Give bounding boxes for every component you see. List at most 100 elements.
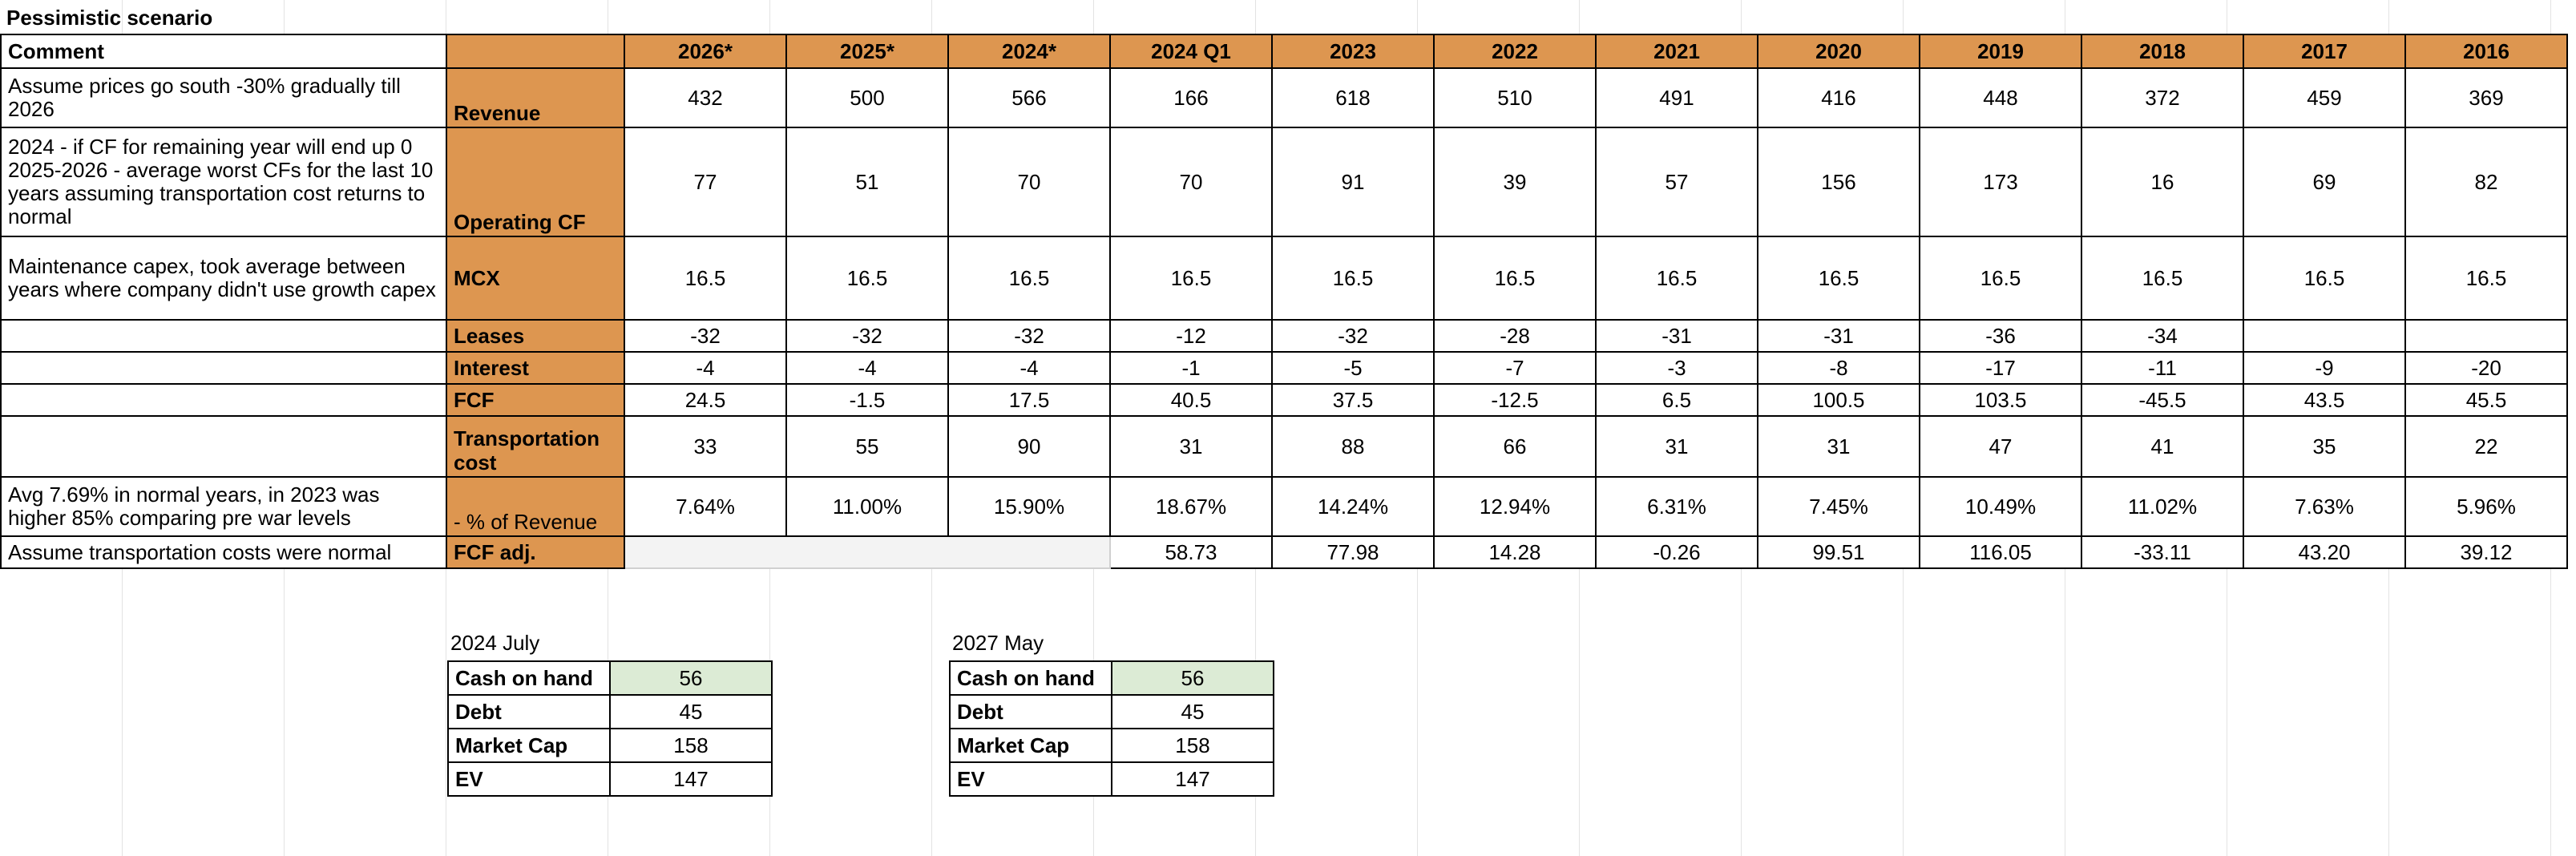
comment-cell[interactable]: Avg 7.69% in normal years, in 2023 was h… bbox=[0, 476, 447, 537]
summary-label[interactable]: Debt bbox=[949, 694, 1112, 729]
value-cell[interactable]: -4 bbox=[785, 351, 949, 385]
comment-cell[interactable] bbox=[0, 415, 447, 478]
value-cell[interactable]: -4 bbox=[624, 351, 787, 385]
value-cell[interactable]: 566 bbox=[947, 67, 1111, 128]
value-cell[interactable]: 448 bbox=[1919, 67, 2082, 128]
row-label[interactable]: Interest bbox=[446, 351, 625, 385]
row-label[interactable]: MCX bbox=[446, 236, 625, 321]
year-header[interactable]: 2024 Q1 bbox=[1109, 34, 1273, 69]
value-cell[interactable]: -3 bbox=[1595, 351, 1758, 385]
value-cell[interactable]: 82 bbox=[2404, 127, 2568, 237]
value-cell[interactable]: -1.5 bbox=[785, 383, 949, 417]
value-cell[interactable]: -31 bbox=[1757, 319, 1920, 353]
value-cell[interactable]: 16.5 bbox=[1595, 236, 1758, 321]
year-header[interactable]: 2023 bbox=[1271, 34, 1435, 69]
value-cell[interactable]: 16.5 bbox=[1109, 236, 1273, 321]
value-cell[interactable]: 500 bbox=[785, 67, 949, 128]
value-cell[interactable]: 7.64% bbox=[624, 476, 787, 537]
comment-header[interactable]: Comment bbox=[0, 34, 447, 69]
row-label[interactable]: FCF adj. bbox=[446, 535, 625, 569]
summary-label[interactable]: Market Cap bbox=[447, 728, 611, 763]
value-cell[interactable]: -5 bbox=[1271, 351, 1435, 385]
value-cell[interactable]: 156 bbox=[1757, 127, 1920, 237]
value-cell[interactable]: 31 bbox=[1595, 415, 1758, 478]
comment-cell[interactable]: 2024 - if CF for remaining year will end… bbox=[0, 127, 447, 237]
value-cell[interactable]: 77.98 bbox=[1271, 535, 1435, 569]
value-cell[interactable]: 459 bbox=[2243, 67, 2406, 128]
year-header[interactable]: 2016 bbox=[2404, 34, 2568, 69]
value-cell[interactable]: -11 bbox=[2081, 351, 2244, 385]
value-cell[interactable]: 22 bbox=[2404, 415, 2568, 478]
label-header-cell[interactable] bbox=[446, 34, 625, 69]
summary-label[interactable]: EV bbox=[447, 761, 611, 797]
year-header[interactable]: 2024* bbox=[947, 34, 1111, 69]
value-cell[interactable]: 11.02% bbox=[2081, 476, 2244, 537]
value-cell[interactable]: 369 bbox=[2404, 67, 2568, 128]
value-cell[interactable]: 33 bbox=[624, 415, 787, 478]
value-cell[interactable]: 7.45% bbox=[1757, 476, 1920, 537]
value-cell[interactable]: 15.90% bbox=[947, 476, 1111, 537]
value-cell[interactable]: 16.5 bbox=[2243, 236, 2406, 321]
comment-cell[interactable]: Maintenance capex, took average between … bbox=[0, 236, 447, 321]
value-cell[interactable]: 116.05 bbox=[1919, 535, 2082, 569]
value-cell[interactable]: 40.5 bbox=[1109, 383, 1273, 417]
value-cell[interactable]: 35 bbox=[2243, 415, 2406, 478]
value-cell[interactable]: 70 bbox=[947, 127, 1111, 237]
value-cell[interactable]: 55 bbox=[785, 415, 949, 478]
value-cell[interactable]: 17.5 bbox=[947, 383, 1111, 417]
value-cell[interactable]: 166 bbox=[1109, 67, 1273, 128]
value-cell[interactable]: -32 bbox=[947, 319, 1111, 353]
value-cell[interactable]: 88 bbox=[1271, 415, 1435, 478]
summary-value[interactable]: 45 bbox=[1111, 694, 1274, 729]
value-cell[interactable]: 24.5 bbox=[624, 383, 787, 417]
year-header[interactable]: 2026* bbox=[624, 34, 787, 69]
value-cell[interactable]: -17 bbox=[1919, 351, 2082, 385]
summary-label[interactable]: Cash on hand bbox=[949, 660, 1112, 696]
summary-value[interactable]: 56 bbox=[609, 660, 773, 696]
value-cell[interactable]: -0.26 bbox=[1595, 535, 1758, 569]
value-cell[interactable]: -8 bbox=[1757, 351, 1920, 385]
value-cell[interactable]: 18.67% bbox=[1109, 476, 1273, 537]
year-header[interactable]: 2021 bbox=[1595, 34, 1758, 69]
value-cell[interactable]: 58.73 bbox=[1109, 535, 1273, 569]
value-cell[interactable]: 99.51 bbox=[1757, 535, 1920, 569]
summary-value[interactable]: 45 bbox=[609, 694, 773, 729]
value-cell[interactable]: 510 bbox=[1433, 67, 1597, 128]
value-cell[interactable]: 77 bbox=[624, 127, 787, 237]
value-cell[interactable]: 6.5 bbox=[1595, 383, 1758, 417]
value-cell[interactable]: 90 bbox=[947, 415, 1111, 478]
value-cell[interactable]: 91 bbox=[1271, 127, 1435, 237]
value-cell[interactable]: -32 bbox=[785, 319, 949, 353]
value-cell[interactable]: -1 bbox=[1109, 351, 1273, 385]
summary-value[interactable]: 158 bbox=[609, 728, 773, 763]
value-cell[interactable]: -36 bbox=[1919, 319, 2082, 353]
value-cell[interactable]: -31 bbox=[1595, 319, 1758, 353]
value-cell[interactable]: 16.5 bbox=[785, 236, 949, 321]
value-cell[interactable]: 5.96% bbox=[2404, 476, 2568, 537]
summary-value[interactable]: 56 bbox=[1111, 660, 1274, 696]
value-cell[interactable]: 16.5 bbox=[947, 236, 1111, 321]
summary-value[interactable]: 158 bbox=[1111, 728, 1274, 763]
value-cell[interactable]: 16 bbox=[2081, 127, 2244, 237]
value-cell[interactable]: -45.5 bbox=[2081, 383, 2244, 417]
value-cell[interactable]: 31 bbox=[1109, 415, 1273, 478]
comment-cell[interactable] bbox=[0, 351, 447, 385]
value-cell[interactable]: 39.12 bbox=[2404, 535, 2568, 569]
value-cell[interactable]: -33.11 bbox=[2081, 535, 2244, 569]
value-cell[interactable]: 70 bbox=[1109, 127, 1273, 237]
comment-cell[interactable] bbox=[0, 383, 447, 417]
summary-value[interactable]: 147 bbox=[1111, 761, 1274, 797]
value-cell[interactable]: -9 bbox=[2243, 351, 2406, 385]
value-cell[interactable]: 16.5 bbox=[624, 236, 787, 321]
value-cell[interactable]: 16.5 bbox=[1757, 236, 1920, 321]
value-cell[interactable] bbox=[2243, 319, 2406, 353]
value-cell[interactable]: 43.5 bbox=[2243, 383, 2406, 417]
comment-cell[interactable]: Assume prices go south -30% gradually ti… bbox=[0, 67, 447, 128]
value-cell[interactable]: 432 bbox=[624, 67, 787, 128]
year-header[interactable]: 2018 bbox=[2081, 34, 2244, 69]
row-label[interactable]: Transportation cost bbox=[446, 415, 625, 478]
row-label[interactable]: Revenue bbox=[446, 67, 625, 128]
value-cell[interactable]: -28 bbox=[1433, 319, 1597, 353]
value-cell[interactable]: 16.5 bbox=[2404, 236, 2568, 321]
value-cell[interactable]: 45.5 bbox=[2404, 383, 2568, 417]
